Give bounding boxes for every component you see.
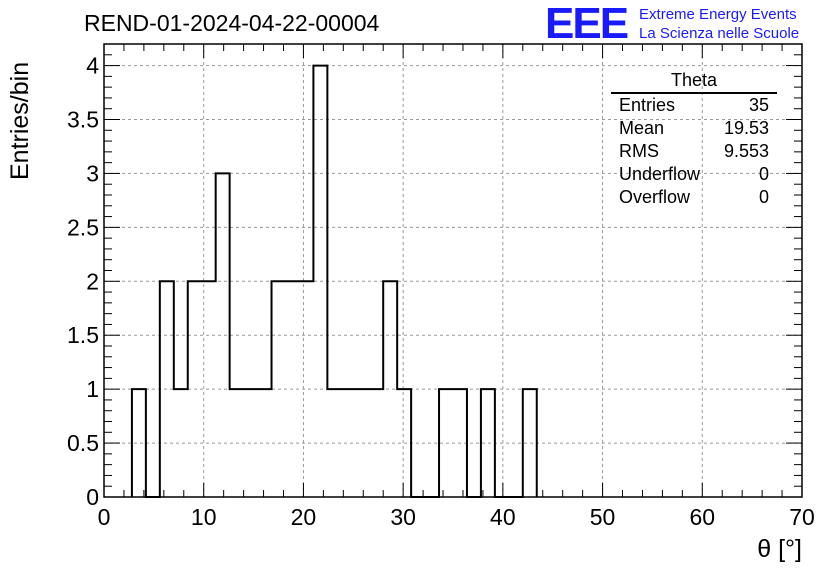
x-axis-label: θ [°] — [757, 535, 802, 563]
eee-logo-line1: Extreme Energy Events — [639, 6, 797, 23]
histogram-bin — [341, 389, 355, 497]
histogram-bin — [258, 389, 272, 497]
eee-logo-line2: La Scienza nelle Scuole — [639, 25, 800, 42]
y-tick-label: 1 — [86, 376, 99, 402]
y-tick-label: 3 — [86, 160, 99, 186]
y-axis-label: Entries/bin — [6, 61, 34, 180]
histogram-bin — [174, 389, 188, 497]
stats-row-entries: Entries 35 — [611, 94, 777, 117]
chart-title: REND-01-2024-04-22-00004 — [84, 10, 380, 36]
y-tick-label: 2.5 — [67, 214, 99, 240]
y-tick-label: 0 — [86, 484, 99, 510]
stats-label: Entries — [619, 95, 676, 115]
x-tick-label: 30 — [390, 504, 416, 530]
stats-row-overflow: Overflow 0 — [611, 186, 777, 209]
y-tick-label: 0.5 — [67, 430, 99, 456]
stats-title: Theta — [611, 70, 777, 94]
x-tick-label: 20 — [291, 504, 317, 530]
x-tick-label: 50 — [590, 504, 616, 530]
x-tick-label: 10 — [191, 504, 217, 530]
stats-label: Mean — [619, 118, 665, 138]
x-tick-label: 0 — [98, 504, 111, 530]
stats-value: 9.553 — [723, 141, 769, 161]
x-tick-label: 70 — [789, 504, 815, 530]
stats-row-underflow: Underflow 0 — [611, 163, 777, 186]
histogram-bin — [216, 173, 230, 497]
stats-row-mean: Mean 19.53 — [611, 117, 777, 140]
y-tick-label: 1.5 — [67, 322, 99, 348]
stats-value: 0 — [758, 187, 769, 207]
stats-label: Overflow — [619, 187, 691, 207]
y-tick-label: 2 — [86, 268, 99, 294]
eee-logo-mark: EEE — [545, 0, 629, 48]
x-tick-label: 40 — [490, 504, 516, 530]
stats-value: 35 — [748, 95, 769, 115]
y-tick-label: 3.5 — [67, 107, 99, 133]
stats-value: 19.53 — [723, 118, 769, 138]
stats-label: Underflow — [619, 164, 701, 184]
stats-box: Theta Entries 35 Mean 19.53 RMS 9.553 Un… — [611, 70, 777, 209]
eee-logo-text: Extreme Energy Events La Scienza nelle S… — [639, 5, 799, 43]
x-tick-label: 60 — [689, 504, 715, 530]
y-tick-label: 4 — [86, 53, 99, 79]
stats-row-rms: RMS 9.553 — [611, 140, 777, 163]
stats-label: RMS — [619, 141, 659, 161]
histogram-bin — [383, 281, 397, 497]
histogram-bin — [299, 281, 313, 497]
eee-logo: EEE Extreme Energy Events La Scienza nel… — [545, 2, 799, 46]
stats-value: 0 — [758, 164, 769, 184]
